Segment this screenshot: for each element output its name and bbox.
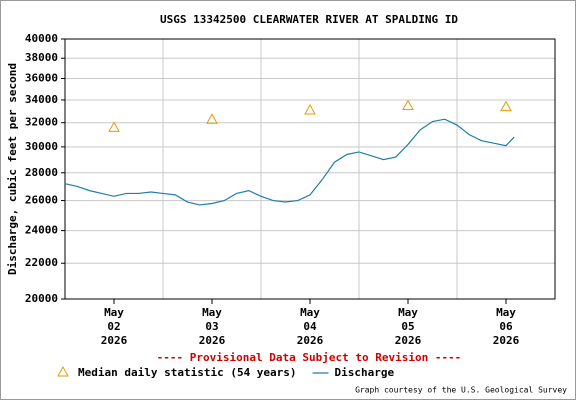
y-tick-label: 24000 xyxy=(25,224,58,237)
x-tick-label-line: May xyxy=(104,306,124,319)
x-tick-label-line: 2026 xyxy=(297,334,324,347)
x-tick-label-line: May xyxy=(398,306,418,319)
x-tick-label: May 05 2026 xyxy=(395,306,422,347)
legend-label: Median daily statistic (54 years) xyxy=(78,366,297,379)
y-axis-label: Discharge, cubic feet per second xyxy=(6,63,19,275)
x-tick-label: May 06 2026 xyxy=(493,306,520,347)
y-tick-label: 32000 xyxy=(25,116,58,129)
y-tick-label: 22000 xyxy=(25,256,58,269)
x-tick-label-line: 02 xyxy=(107,320,120,333)
credit: Graph courtesy of the U.S. Geological Su… xyxy=(355,386,567,395)
x-tick-label-line: 2026 xyxy=(101,334,128,347)
y-tick-label: 34000 xyxy=(25,93,58,106)
median-marker xyxy=(500,100,512,112)
y-tick-label: 28000 xyxy=(25,166,58,179)
y-tick-label: 38000 xyxy=(25,51,58,64)
plot-frame xyxy=(64,38,556,300)
footnote: ---- Provisional Data Subject to Revisio… xyxy=(157,351,462,364)
x-tick-label-line: May xyxy=(300,306,320,319)
y-tick-label: 30000 xyxy=(25,140,58,153)
y-tick-label: 20000 xyxy=(25,292,58,305)
x-tick-label: May 04 2026 xyxy=(297,306,324,347)
x-tick-label-line: 03 xyxy=(205,320,218,333)
discharge-line xyxy=(64,118,515,206)
y-tick-label: 36000 xyxy=(25,72,58,85)
legend-label: Discharge xyxy=(335,366,395,379)
y-tick-label: 26000 xyxy=(25,194,58,207)
x-tick-label: May 03 2026 xyxy=(199,306,226,347)
x-tick-label: May 02 2026 xyxy=(101,306,128,347)
median-marker xyxy=(108,121,120,132)
y-tick-label: 40000 xyxy=(25,32,58,45)
x-tick-label-line: 06 xyxy=(499,320,513,333)
median-marker xyxy=(206,113,218,124)
x-tick-label-line: 2026 xyxy=(493,334,520,347)
x-tick-label-line: 05 xyxy=(401,320,414,333)
median-marker xyxy=(304,103,316,115)
x-tick-label-line: 2026 xyxy=(199,334,226,347)
chart-title: USGS 13342500 CLEARWATER RIVER AT SPALDI… xyxy=(160,13,458,26)
x-tick-label-line: May xyxy=(202,306,222,319)
x-tick-label-line: May xyxy=(496,306,516,319)
x-tick-label-line: 2026 xyxy=(395,334,422,347)
x-tick-label-line: 04 xyxy=(303,320,317,333)
median-marker xyxy=(402,99,414,111)
legend-marker xyxy=(57,365,69,377)
